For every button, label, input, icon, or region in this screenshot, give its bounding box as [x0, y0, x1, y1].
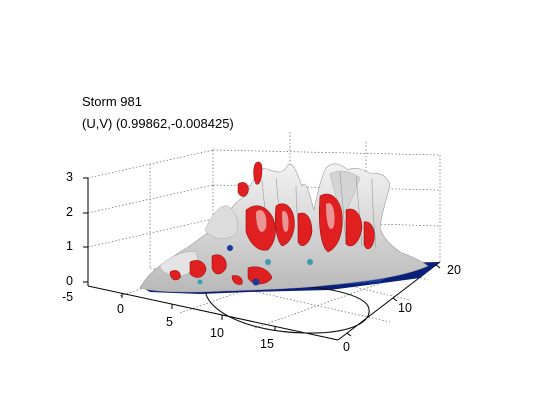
z-tick-label: 0 [66, 274, 73, 288]
x-tick-label: 10 [210, 326, 224, 340]
ground-blobs [197, 245, 313, 286]
z-tick-label: 2 [66, 205, 73, 219]
z-tick-label: 3 [66, 170, 73, 184]
z-tick-label: -5 [62, 290, 74, 304]
chart-title: Storm 981 [82, 94, 142, 109]
chart-subtitle: (U,V) (0.99862,-0.008425) [82, 116, 234, 131]
trace-ellipse [204, 284, 370, 334]
axes [83, 177, 441, 341]
y-tick-label: 20 [447, 263, 461, 277]
z-tick-label: 1 [66, 239, 73, 253]
x-tick-label: 0 [117, 302, 124, 316]
y-tick-label: 0 [343, 340, 350, 354]
x-tick-label: 5 [166, 315, 173, 329]
y-tick-label: 10 [398, 301, 412, 315]
x-tick-label: 15 [260, 337, 274, 351]
isosurface-veil [256, 203, 335, 232]
